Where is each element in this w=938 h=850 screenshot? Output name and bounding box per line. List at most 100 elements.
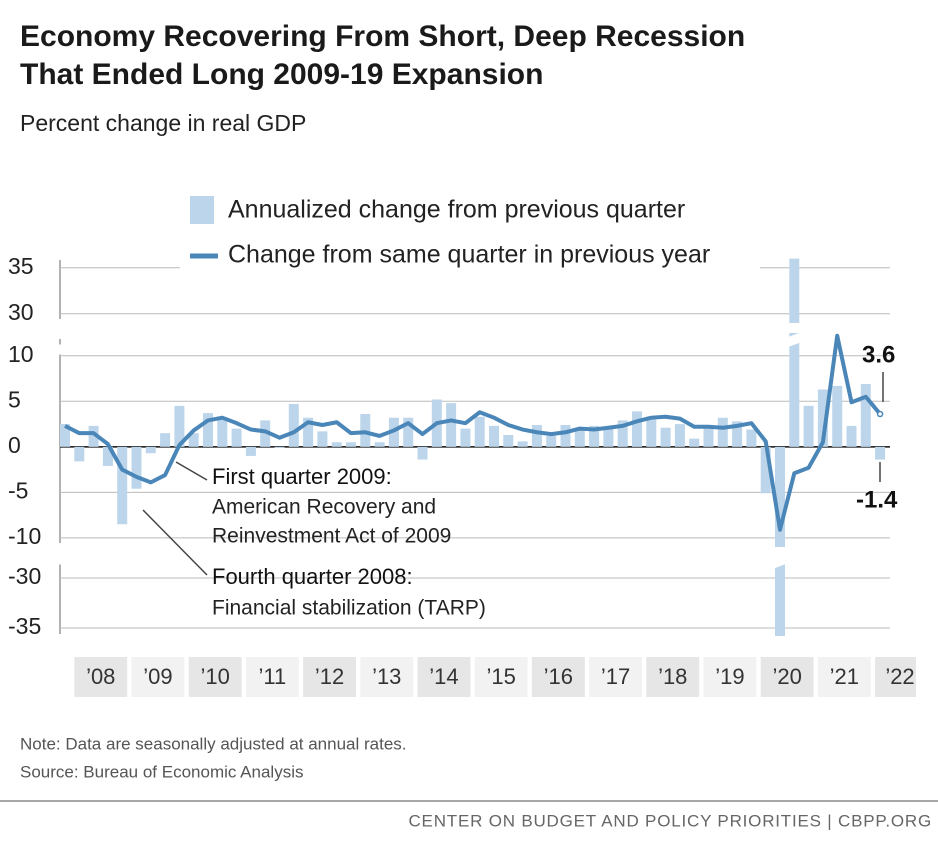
x-tick-label: ’09 (143, 664, 172, 689)
leader-line (142, 509, 208, 576)
bar (174, 405, 185, 447)
bar (503, 434, 514, 447)
bar (703, 424, 714, 447)
bar (775, 446, 785, 636)
x-tick-label: ’12 (315, 664, 344, 689)
bar (574, 428, 585, 447)
x-band (417, 657, 471, 697)
x-band (474, 657, 528, 697)
legend-background (180, 190, 760, 274)
bar (717, 417, 728, 447)
x-tick-label: ’15 (486, 664, 515, 689)
bar (674, 424, 685, 447)
x-tick-label: ’14 (429, 664, 458, 689)
legend-label: Annualized change from previous quarter (228, 196, 685, 224)
bar (560, 424, 571, 447)
x-band (531, 657, 585, 697)
x-tick-label: ’17 (601, 664, 630, 689)
x-tick-label: ’19 (715, 664, 744, 689)
x-tick-label: ’18 (658, 664, 687, 689)
x-band (360, 657, 414, 697)
bar (803, 405, 814, 447)
x-band (875, 657, 916, 697)
x-band (703, 657, 757, 697)
y-tick-label: 10 (8, 341, 34, 367)
bar (245, 446, 256, 456)
grid: 30 35 -10 -5 0 5 10 -35 -30 (8, 253, 890, 639)
end-marker (876, 410, 884, 418)
axis-break (40, 547, 80, 572)
source: Source: Bureau of Economic Analysis (20, 762, 303, 781)
bar (117, 446, 128, 525)
x-tick-label: ’08 (86, 664, 115, 689)
bar (474, 416, 485, 447)
x-tick-label: ’22 (885, 664, 914, 689)
bar (546, 435, 557, 447)
legend-swatch (190, 196, 214, 224)
bar (446, 403, 457, 447)
bars (60, 258, 886, 636)
bar (789, 258, 800, 447)
bar (217, 419, 228, 447)
chart-title: That Ended Long 2009-19 Expansion (20, 58, 543, 91)
y-tick-label: 35 (8, 253, 34, 279)
bar (346, 442, 356, 447)
y-tick-label: -10 (8, 523, 41, 549)
x-axis: ’08 ’09 ’10 ’11 ’12 ’13 ’14 ’15 ’16 ’17 ’18 ’19 ’20 ’… (74, 657, 916, 697)
axis-breaks (40, 328, 812, 572)
bar (160, 433, 171, 447)
bar (231, 428, 242, 447)
bar (288, 404, 299, 447)
bar (531, 424, 542, 447)
bar (460, 428, 471, 447)
x-band (245, 657, 299, 697)
bar (417, 446, 428, 460)
bar (331, 442, 342, 447)
legend-label: Change from same quarter in previous yea… (228, 241, 710, 269)
y-tick-label: -35 (8, 613, 41, 639)
annotation-text: American Recovery and (212, 496, 436, 519)
y-tick-label: -30 (8, 563, 41, 589)
y-tick-label: 0 (8, 432, 21, 458)
bar (188, 433, 199, 447)
bar (632, 411, 642, 447)
y-tick-label: -5 (8, 477, 28, 503)
bar (131, 446, 142, 489)
bar (846, 425, 857, 447)
bar (832, 385, 843, 447)
x-band (646, 657, 700, 697)
bar (374, 442, 385, 447)
x-band (817, 657, 871, 697)
data-label: -1.4 (856, 486, 898, 513)
data-label: 3.6 (862, 341, 895, 368)
axis-break (770, 328, 812, 354)
x-band (131, 657, 185, 697)
x-tick-label: ’10 (200, 664, 229, 689)
chart-title: Economy Recovering From Short, Deep Rece… (20, 20, 745, 53)
bar (260, 420, 271, 447)
y-tick-label: 30 (8, 299, 34, 325)
x-band (760, 657, 814, 697)
x-band (303, 657, 356, 697)
bar (860, 383, 871, 447)
bar (646, 416, 657, 447)
bar (603, 426, 614, 447)
bar (746, 429, 757, 447)
leader-line (175, 461, 208, 481)
x-band (188, 657, 242, 697)
bar (875, 446, 886, 460)
x-tick-label: ’11 (258, 664, 286, 689)
bar (74, 446, 85, 462)
x-tick-label: ’21 (830, 664, 859, 689)
bar (274, 446, 285, 448)
note: Note: Data are seasonally adjusted at an… (20, 734, 407, 753)
chart-subtitle: Percent change in real GDP (20, 110, 306, 136)
line-layer (64, 333, 884, 532)
bar (660, 427, 671, 447)
bar (517, 441, 528, 447)
annotation-text: Reinvestment Act of 2009 (212, 525, 451, 548)
annotation-title: First quarter 2009: (212, 464, 392, 489)
bar (60, 424, 70, 447)
axis-break (40, 337, 80, 362)
